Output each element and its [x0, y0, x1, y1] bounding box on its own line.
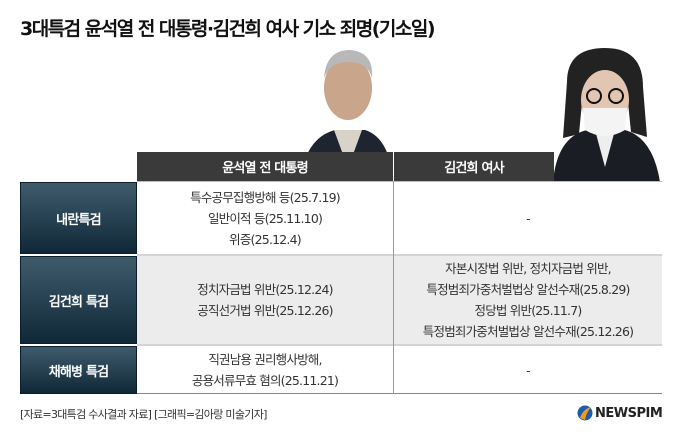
divider: [137, 181, 662, 182]
row-label-kim-counsel: 김건희 특검: [20, 256, 137, 344]
charge: -: [526, 362, 530, 378]
divider: [137, 344, 662, 346]
divider: [137, 254, 662, 256]
source-credit: [자료=3대특검 수사결과 자료] [그래픽=김아랑 미술기자]: [20, 408, 267, 421]
column-divider: [393, 181, 394, 394]
charge: 공직선거법 위반(25.12.26): [197, 303, 333, 318]
charge: 정치자금법 위반(25.12.24): [197, 282, 333, 297]
charge: 일반이적 등(25.11.10): [207, 210, 323, 226]
logo-text: NEWSPIM: [595, 405, 663, 421]
charge: 직권남용 권리행사방해,: [208, 352, 322, 367]
row-background: [137, 256, 662, 344]
table-cell: 정치자금법 위반(25.12.24) 공직선거법 위반(25.12.26): [137, 256, 393, 344]
column-header-yoon: 윤석열 전 대통령: [137, 152, 393, 181]
charge: 자본시장법 위반, 정치자금법 위반,: [445, 261, 611, 276]
row-label-insurrection: 내란특검: [20, 182, 137, 254]
charge: 특정범죄가중처벌법상 알선수재(25.12.26): [422, 324, 634, 339]
table-cell: 자본시장법 위반, 정치자금법 위반, 특정범죄가중처벌법상 알선수재(25.8…: [394, 256, 662, 344]
row-label-marine-counsel: 채해병 특검: [20, 346, 137, 394]
newspim-logo-icon: [577, 405, 593, 421]
divider: [137, 393, 662, 394]
table-cell: -: [394, 346, 662, 394]
charge: 정당법 위반(25.11.7): [474, 303, 583, 318]
charge: 위증(25.12.4): [229, 231, 301, 247]
charge: 특정범죄가중처벌법상 알선수재(25.8.29): [426, 282, 630, 297]
table-cell: -: [394, 182, 662, 254]
table-cell: 직권남용 권리행사방해, 공용서류무효 혐의(25.11.21): [137, 346, 393, 394]
page-title: 3대특검 윤석열 전 대통령·김건희 여사 기소 죄명(기소일): [20, 18, 436, 40]
table-cell: 특수공무집행방해 등(25.7.19) 일반이적 등(25.11.10) 위증(…: [137, 182, 393, 254]
charge: 특수공무집행방해 등(25.7.19): [190, 189, 341, 205]
column-header-kim: 김건희 여사: [394, 152, 554, 181]
charge: -: [526, 210, 530, 226]
charge: 공용서류무효 혐의(25.11.21): [191, 373, 339, 388]
kim-photo: [553, 48, 660, 182]
newspim-logo: NEWSPIM: [577, 405, 663, 421]
